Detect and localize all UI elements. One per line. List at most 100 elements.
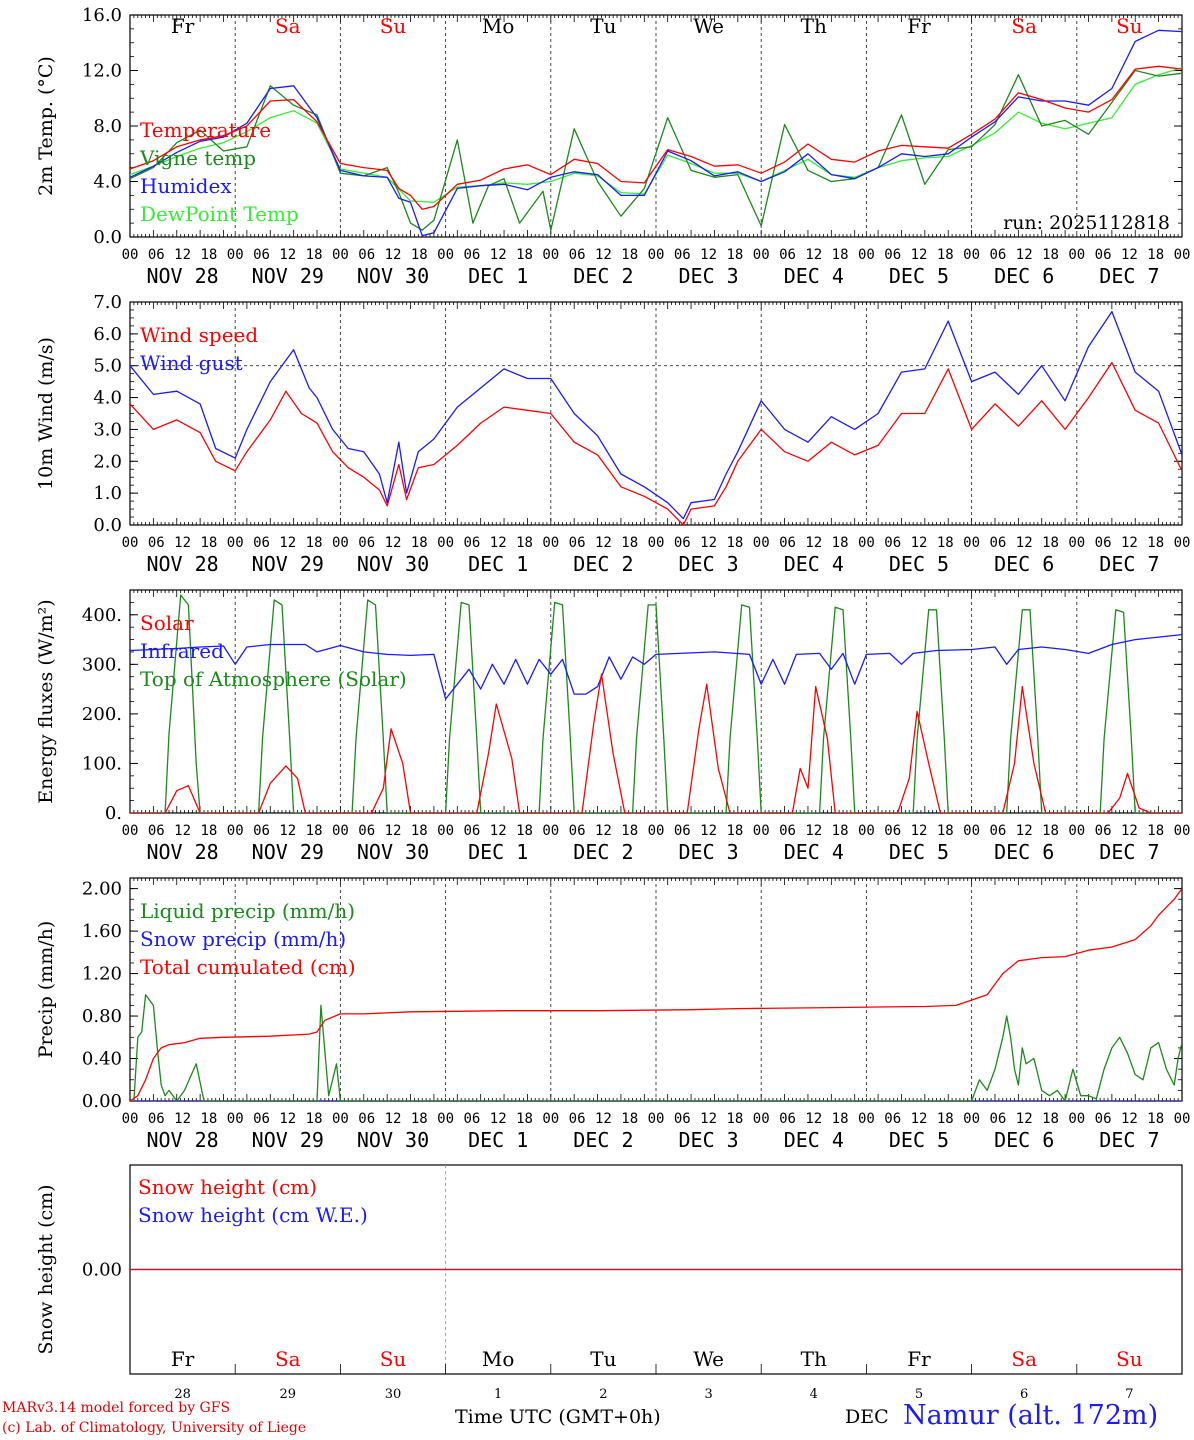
- hour-label: 06: [674, 823, 691, 839]
- hour-label: 00: [437, 823, 454, 839]
- hour-label: 06: [569, 823, 586, 839]
- station-label: Namur (alt. 172m): [903, 1400, 1159, 1431]
- hour-label: 12: [1121, 1111, 1138, 1127]
- y-tick-label: 0.0: [93, 227, 122, 248]
- date-label: DEC 4: [784, 264, 844, 288]
- legend-entry: Wind gust: [140, 351, 243, 375]
- hour-label: 06: [674, 1111, 691, 1127]
- hour-label: 06: [358, 535, 375, 551]
- hour-label: 18: [516, 823, 533, 839]
- date-label: NOV 28: [146, 1128, 218, 1152]
- hour-label: 06: [884, 1111, 901, 1127]
- y-tick-label: 1.20: [82, 964, 122, 985]
- y-tick-label: 4.0: [93, 388, 122, 409]
- day-name: Su: [1116, 1347, 1143, 1371]
- date-label: DEC 7: [1099, 1128, 1159, 1152]
- hour-label: 12: [385, 1111, 402, 1127]
- hour-label: 00: [542, 535, 559, 551]
- hour-label: 00: [963, 535, 980, 551]
- panel-wind: 0.0 1.0 2.0 3.0 4.0 5.0 6.0 7.0 10m Wind (m/s) Wi…: [35, 292, 1190, 576]
- date-label: NOV 29: [252, 1128, 324, 1152]
- y-tick-label: 1.0: [93, 483, 122, 504]
- date-label: DEC 5: [889, 840, 949, 864]
- date-label: DEC 1: [468, 264, 528, 288]
- date-label: NOV 29: [252, 552, 324, 576]
- day-name: Mo: [482, 1347, 515, 1371]
- hour-label: 06: [989, 823, 1006, 839]
- hour-label: 18: [200, 1111, 217, 1127]
- hour-label: 00: [1174, 1111, 1191, 1127]
- legend-entry: Temperature: [140, 118, 271, 142]
- series-line-solar: [130, 673, 1182, 813]
- hour-label: 12: [279, 247, 296, 263]
- legend-entry: Snow height (cm): [138, 1175, 317, 1199]
- series-line-total-cumulated-cm-: [130, 888, 1182, 1101]
- hour-label: 06: [148, 247, 165, 263]
- hour-label: 06: [148, 1111, 165, 1127]
- hour-label: 18: [832, 535, 849, 551]
- date-label: DEC 2: [573, 264, 633, 288]
- panel-snow: 0.00 Snow height (cm) Snow height (cm) Snow…: [35, 1164, 1183, 1402]
- series-line-wind-speed: [130, 361, 1182, 525]
- day-number: 3: [704, 1387, 712, 1402]
- hour-label: 00: [437, 247, 454, 263]
- legend-entry: Infrared: [140, 639, 224, 663]
- hour-label: 06: [253, 247, 270, 263]
- y-tick-label: 0.00: [82, 1091, 122, 1112]
- day-name: Tu: [590, 1347, 616, 1371]
- date-label: DEC 4: [784, 1128, 844, 1152]
- footer-brand: MARv3.14 model forced by GFS (c) Lab. of…: [2, 1398, 306, 1438]
- hour-label: 12: [805, 823, 822, 839]
- hour-label: 00: [1174, 823, 1191, 839]
- date-label: DEC 6: [994, 840, 1054, 864]
- hour-label: 06: [884, 823, 901, 839]
- day-name: Fr: [907, 1347, 931, 1371]
- hour-label: 00: [753, 247, 770, 263]
- run-label: run: 2025112818: [1003, 212, 1170, 234]
- hour-label: 18: [516, 247, 533, 263]
- legend-entry: DewPoint Temp: [140, 202, 299, 226]
- y-tick-label: 2.0: [93, 451, 122, 472]
- x-ticks: [129, 302, 1183, 525]
- hour-label: 18: [516, 1111, 533, 1127]
- hour-label: 12: [1016, 823, 1033, 839]
- hour-label: 06: [1095, 1111, 1112, 1127]
- series-line-wind-gust: [130, 310, 1182, 520]
- legend-entry: Humidex: [140, 174, 232, 198]
- date-label: DEC 3: [678, 840, 738, 864]
- date-label: NOV 28: [146, 264, 218, 288]
- date-label: DEC 2: [573, 1128, 633, 1152]
- date-label: NOV 30: [357, 552, 429, 576]
- date-label: DEC 5: [889, 264, 949, 288]
- y-tick-label: 2.00: [82, 879, 122, 900]
- hour-label: 06: [1095, 247, 1112, 263]
- lab-credit: (c) Lab. of Climatology, University of L…: [2, 1420, 307, 1436]
- y-tick-label: 0.: [105, 803, 122, 824]
- hour-label: 12: [490, 535, 507, 551]
- hour-label: 18: [306, 535, 323, 551]
- hour-label: 00: [122, 535, 139, 551]
- hour-label: 06: [463, 823, 480, 839]
- hour-label: 18: [832, 823, 849, 839]
- legend-entry: Snow height (cm W.E.): [138, 1203, 368, 1227]
- date-label: DEC 2: [573, 552, 633, 576]
- x-ticks: [129, 878, 1183, 1101]
- hour-label: 12: [174, 1111, 191, 1127]
- hour-label: 18: [411, 1111, 428, 1127]
- hour-label: 12: [279, 823, 296, 839]
- date-label: DEC 3: [678, 1128, 738, 1152]
- hour-label: 06: [779, 823, 796, 839]
- hour-label: 06: [989, 535, 1006, 551]
- hour-label: 12: [700, 247, 717, 263]
- hour-label: 00: [648, 535, 665, 551]
- hour-label: 18: [726, 823, 743, 839]
- hour-label: 06: [674, 535, 691, 551]
- hour-label: 06: [148, 535, 165, 551]
- hour-label: 12: [1121, 535, 1138, 551]
- hour-label: 12: [911, 1111, 928, 1127]
- hour-label: 00: [332, 247, 349, 263]
- hour-label: 00: [332, 1111, 349, 1127]
- date-label: DEC 6: [994, 552, 1054, 576]
- day-number: 5: [915, 1387, 923, 1402]
